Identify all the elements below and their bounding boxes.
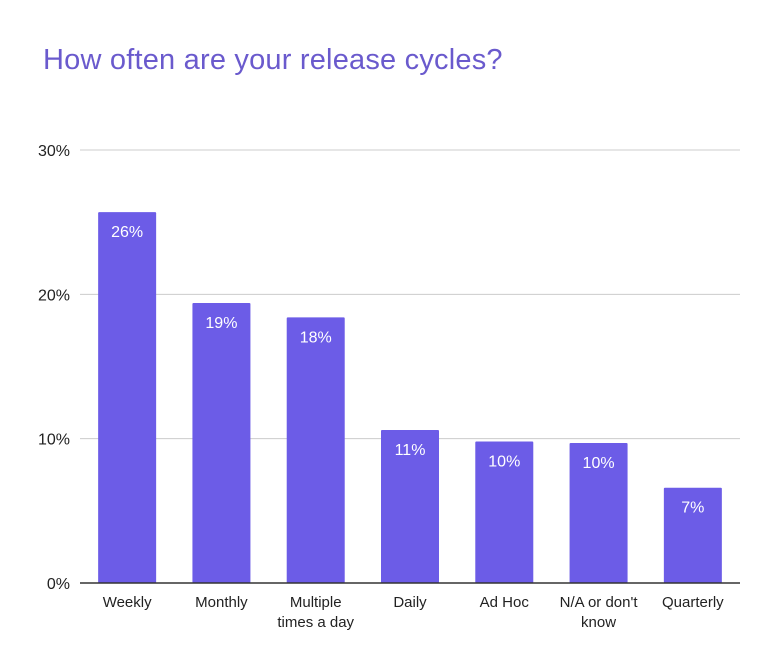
data-label: 26% xyxy=(111,224,143,241)
bar xyxy=(286,317,345,583)
x-tick-label: N/A or don't know xyxy=(560,594,639,631)
bar xyxy=(98,212,157,583)
x-tick-label: Monthly xyxy=(195,594,248,611)
bar xyxy=(475,441,534,583)
data-label: 7% xyxy=(681,500,704,517)
bar xyxy=(192,302,251,583)
data-label: 18% xyxy=(300,329,332,346)
data-label: 10% xyxy=(488,454,520,471)
x-tick-label: Ad Hoc xyxy=(480,594,530,611)
y-tick-label: 0% xyxy=(47,576,70,593)
data-label: 11% xyxy=(395,442,426,459)
x-tick-label: Quarterly xyxy=(662,594,724,611)
bar xyxy=(663,487,722,583)
bar xyxy=(569,442,628,583)
y-tick-label: 20% xyxy=(38,287,70,304)
data-label: 10% xyxy=(583,455,615,472)
chart-title: How often are your release cycles? xyxy=(43,44,503,76)
bar xyxy=(381,430,439,583)
y-tick-label: 30% xyxy=(38,143,70,160)
x-tick-label: Daily xyxy=(393,594,427,611)
x-tick-label: Weekly xyxy=(103,594,152,611)
data-label: 19% xyxy=(205,315,237,332)
y-tick-label: 10% xyxy=(38,432,70,449)
x-tick-label: Multiple times a day xyxy=(277,594,354,631)
